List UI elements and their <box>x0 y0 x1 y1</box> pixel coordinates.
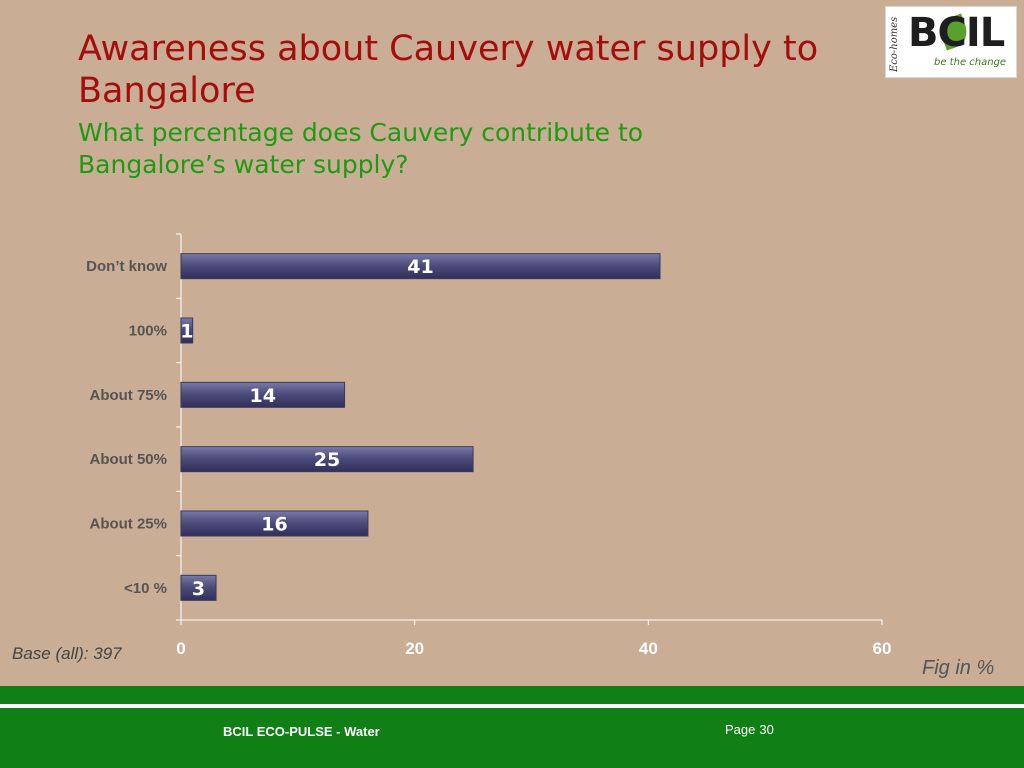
base-note: Base (all): 397 <box>12 644 122 663</box>
page-number: 30 <box>759 722 774 737</box>
category-label: About 75% <box>89 387 167 404</box>
x-tick-label: 20 <box>405 639 424 658</box>
category-label: About 25% <box>89 516 167 533</box>
category-label: Don’t know <box>86 258 167 275</box>
bar <box>180 510 369 537</box>
page-indicator: Page 30 <box>721 722 774 737</box>
data-label: 3 <box>192 578 205 600</box>
category-label: <10 % <box>124 580 167 597</box>
bar <box>180 446 474 473</box>
footer-bar <box>0 686 1024 768</box>
logo-brand-text: BCIL <box>908 10 1005 56</box>
data-label: 16 <box>261 514 287 536</box>
data-label: 1 <box>180 321 193 343</box>
bar <box>180 253 661 280</box>
category-label: About 50% <box>89 451 167 468</box>
footer-divider <box>0 704 1024 708</box>
bar <box>180 381 346 408</box>
x-tick-label: 0 <box>176 639 185 658</box>
x-tick-label: 60 <box>873 639 892 658</box>
bar <box>180 574 217 601</box>
slide-subtitle: What percentage does Cauvery contribute … <box>78 118 644 179</box>
fig-note: Fig in % <box>922 657 995 679</box>
footer-text: BCIL ECO-PULSE - Water <box>223 724 380 739</box>
x-tick-label: 40 <box>639 639 658 658</box>
data-label: 41 <box>407 256 433 278</box>
bcil-logo: Eco-homes BCIL be the change <box>885 6 1017 78</box>
logo-script-text: Eco-homes <box>889 16 900 72</box>
bar <box>180 317 194 344</box>
slide-title: Awareness about Cauvery water supply to … <box>78 29 819 111</box>
data-label: 14 <box>250 385 276 407</box>
logo-tagline: be the change <box>934 57 1007 68</box>
bar-chart: 0 20 40 60 Don’t know 41 100% 1 About 75% 14 About… <box>86 233 892 658</box>
category-label: 100% <box>129 323 167 340</box>
data-label: 25 <box>314 449 340 471</box>
page-label: Page <box>725 722 756 737</box>
